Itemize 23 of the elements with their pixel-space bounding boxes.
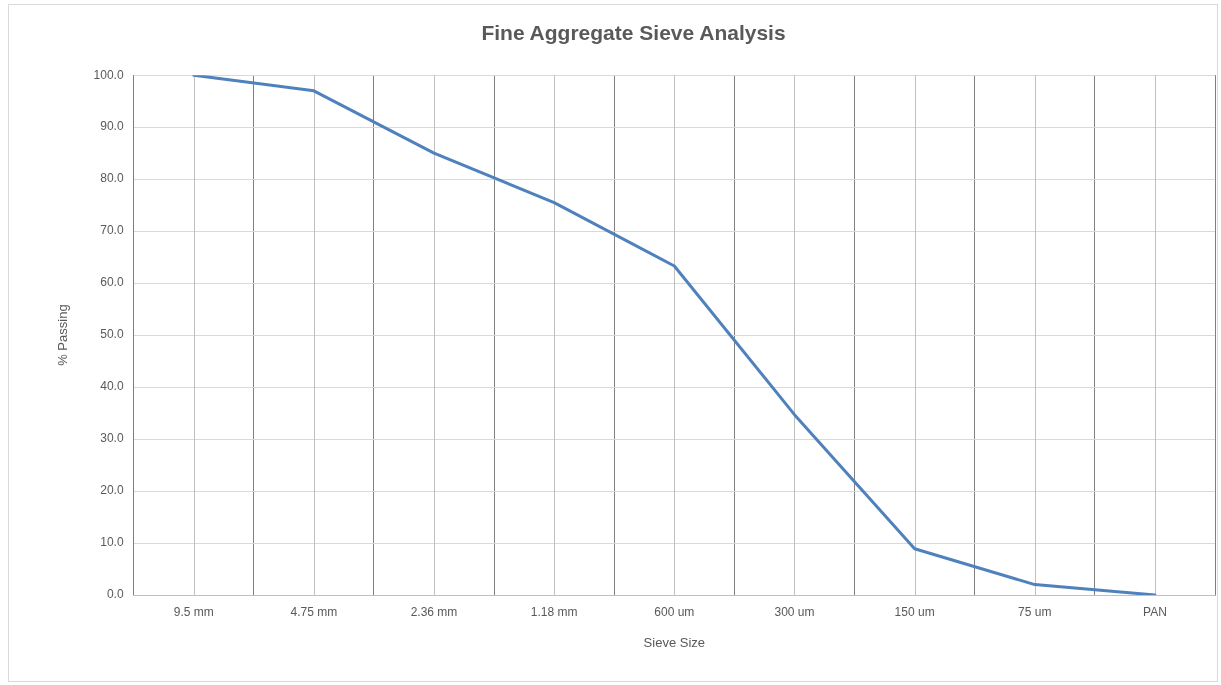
y-tick-label: 50.0 <box>100 327 124 342</box>
x-tick-label: 75 um <box>1018 604 1052 619</box>
y-tick-label: 40.0 <box>100 379 124 394</box>
chart-title: Fine Aggregate Sieve Analysis <box>481 21 786 45</box>
x-tick-label: 150 um <box>894 604 935 619</box>
x-tick-label: 300 um <box>774 604 815 619</box>
x-axis-title: Sieve Size <box>643 634 706 650</box>
y-tick-label: 60.0 <box>100 275 124 290</box>
y-tick-label: 10.0 <box>100 535 124 550</box>
x-tick-label: 600 um <box>654 604 695 619</box>
x-tick-label: 1.18 mm <box>530 604 578 619</box>
y-tick-label: 30.0 <box>100 431 124 446</box>
y-tick-label: 90.0 <box>100 119 124 134</box>
x-tick-label: 9.5 mm <box>173 604 214 619</box>
y-tick-label: 20.0 <box>100 483 124 498</box>
y-tick-label: 80.0 <box>100 171 124 186</box>
x-tick-label: 2.36 mm <box>410 604 458 619</box>
y-tick-label: 100.0 <box>93 67 124 82</box>
y-axis-title: % Passing <box>55 304 71 366</box>
y-tick-label: 70.0 <box>100 223 124 238</box>
x-tick-label: 4.75 mm <box>290 604 338 619</box>
x-tick-label: PAN <box>1143 604 1167 619</box>
y-tick-label: 0.0 <box>106 587 124 602</box>
